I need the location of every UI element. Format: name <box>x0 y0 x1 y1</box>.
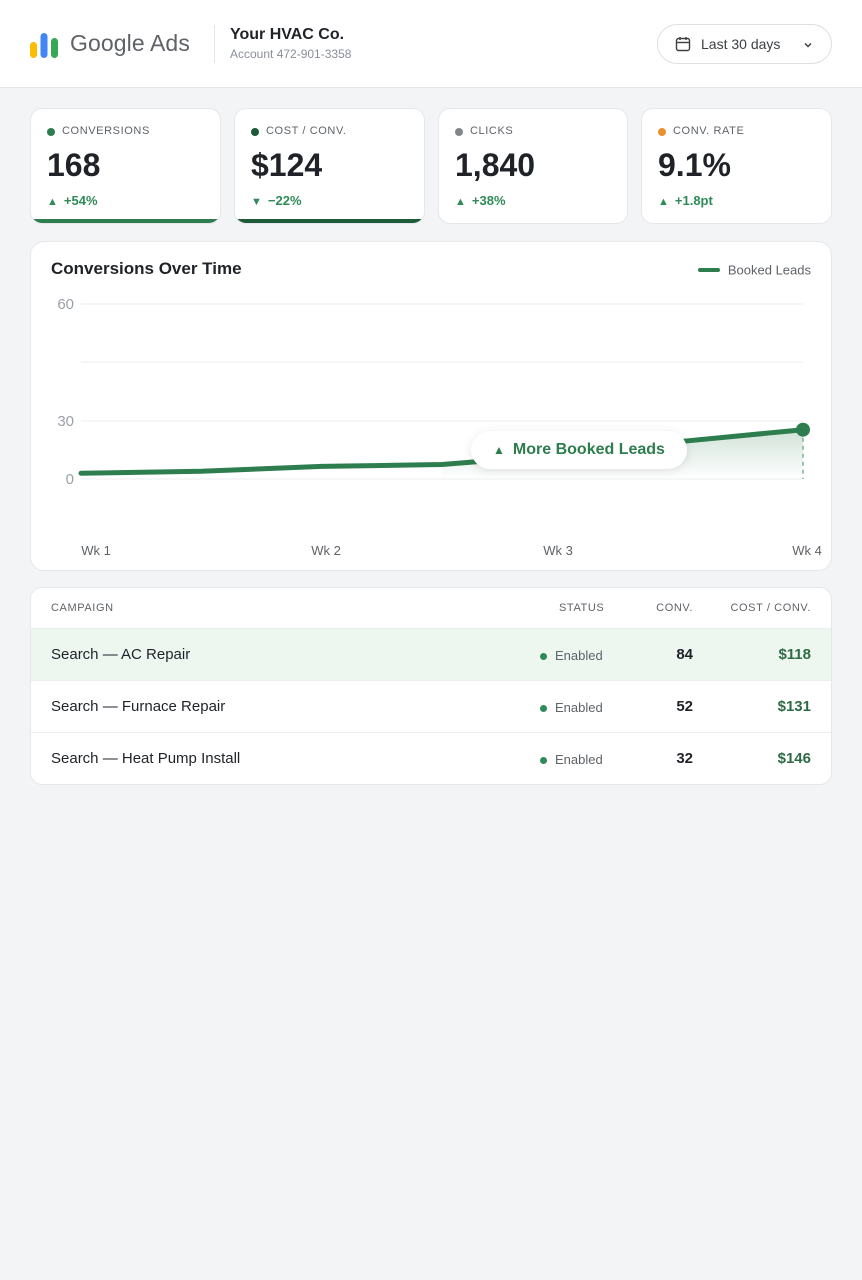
x-tick-label: Wk 1 <box>81 543 111 558</box>
campaign-table: CAMPAIGN STATUS CONV. COST / CONV. Searc… <box>30 587 832 785</box>
kpi-delta-text: +38% <box>471 193 506 208</box>
status-cell: Enabled <box>540 648 603 663</box>
campaign-name[interactable]: Search — Heat Pump Install <box>51 750 241 767</box>
chart-title: Conversions Over Time <box>51 259 242 278</box>
status-text: Enabled <box>555 700 603 715</box>
kpi-label: COST / CONV. <box>266 125 347 137</box>
table-row[interactable]: Search — Heat Pump Install Enabled 32 $1… <box>31 732 831 784</box>
y-tick-label: 60 <box>57 296 74 313</box>
conversions-line-chart: 60 30 0 Wk 1 Wk 2 Wk 3 Wk 4 <box>57 296 822 558</box>
annotation-text: More Booked Leads <box>512 441 665 458</box>
chart-legend: Booked Leads <box>697 261 811 278</box>
col-header-cost[interactable]: COST / CONV. <box>730 602 811 614</box>
account-name[interactable]: Your HVAC Co. <box>230 26 345 43</box>
kpi-label: CONV. RATE <box>673 125 745 137</box>
conversions-chart-card: Conversions Over Time Booked Leads 60 30 0… <box>30 241 832 571</box>
kpi-label: CONVERSIONS <box>62 125 150 137</box>
google-ads-logo-icon <box>30 33 58 58</box>
kpi-delta: ▼ −22% <box>251 193 302 208</box>
y-tick-label: 30 <box>57 413 74 430</box>
kpi-delta-text: +54% <box>63 193 98 208</box>
chevron-down-icon <box>804 42 812 48</box>
campaign-name[interactable]: Search — Furnace Repair <box>51 698 226 715</box>
kpi-value: 168 <box>47 147 101 183</box>
kpi-underline <box>235 219 424 223</box>
account-number: Account 472-901-3358 <box>230 47 352 61</box>
col-header-campaign[interactable]: CAMPAIGN <box>51 602 114 614</box>
series-end-point[interactable] <box>796 422 810 437</box>
top-bar: Google Ads Your HVAC Co. Account 472-901… <box>0 0 862 88</box>
trend-arrow-icon: ▲ <box>47 196 58 208</box>
brand-name: Google Ads <box>70 30 190 56</box>
kpi-dot <box>47 128 55 136</box>
col-header-conv[interactable]: CONV. <box>656 602 693 614</box>
date-range-button[interactable]: Last 30 days <box>657 24 832 64</box>
x-tick-label: Wk 3 <box>543 543 573 558</box>
table-row[interactable]: Search — AC Repair Enabled 84 $118 <box>31 628 831 680</box>
kpi-value: $124 <box>251 147 323 183</box>
kpi-card-cost-per-conv[interactable]: COST / CONV. $124 ▼ −22% <box>234 108 425 224</box>
status-dot-icon <box>540 757 547 765</box>
kpi-delta: ▲ +54% <box>47 193 98 208</box>
up-arrow-icon: ▲ <box>493 443 505 457</box>
x-tick-label: Wk 4 <box>792 543 822 558</box>
date-range-label: Last 30 days <box>701 36 781 52</box>
chart-annotation-pill: ▲ More Booked Leads <box>471 431 687 469</box>
kpi-value: 1,840 <box>455 147 536 183</box>
status-dot-icon <box>540 705 547 713</box>
y-tick-label: 0 <box>66 471 74 488</box>
kpi-card-clicks[interactable]: CLICKS 1,840 ▲ +38% <box>438 108 628 224</box>
kpi-label: CLICKS <box>470 125 514 137</box>
status-text: Enabled <box>555 752 603 767</box>
conv-value: 84 <box>676 646 693 663</box>
trend-arrow-icon: ▼ <box>251 196 262 208</box>
col-header-status[interactable]: STATUS <box>559 602 605 614</box>
kpi-dot <box>251 128 259 136</box>
status-cell: Enabled <box>540 700 603 715</box>
calendar-icon <box>675 37 691 52</box>
kpi-underline <box>31 219 220 223</box>
status-text: Enabled <box>555 648 603 663</box>
table-row[interactable]: Search — Furnace Repair Enabled 52 $131 <box>31 680 831 732</box>
kpi-dot <box>455 128 463 136</box>
kpi-card-conv-rate[interactable]: CONV. RATE 9.1% ▲ +1.8pt <box>641 108 832 224</box>
conv-value: 32 <box>676 750 693 767</box>
campaign-name[interactable]: Search — AC Repair <box>51 646 191 663</box>
kpi-delta-text: −22% <box>267 193 302 208</box>
status-dot-icon <box>540 653 547 661</box>
trend-arrow-icon: ▲ <box>658 196 669 208</box>
conv-value: 52 <box>676 698 693 715</box>
cost-value: $118 <box>778 646 811 663</box>
legend-swatch <box>697 267 720 272</box>
kpi-delta-text: +1.8pt <box>674 193 713 208</box>
kpi-value: 9.1% <box>658 147 731 183</box>
trend-arrow-icon: ▲ <box>455 196 466 208</box>
kpi-delta: ▲ +1.8pt <box>658 193 713 208</box>
header-divider <box>214 25 215 63</box>
cost-value: $146 <box>777 750 811 767</box>
x-tick-label: Wk 2 <box>311 543 341 558</box>
status-cell: Enabled <box>540 752 603 767</box>
kpi-card-conversions[interactable]: CONVERSIONS 168 ▲ +54% <box>30 108 221 224</box>
kpi-delta: ▲ +38% <box>455 193 506 208</box>
kpi-dot <box>658 128 666 136</box>
cost-value: $131 <box>777 698 811 715</box>
legend-label: Booked Leads <box>727 262 811 278</box>
